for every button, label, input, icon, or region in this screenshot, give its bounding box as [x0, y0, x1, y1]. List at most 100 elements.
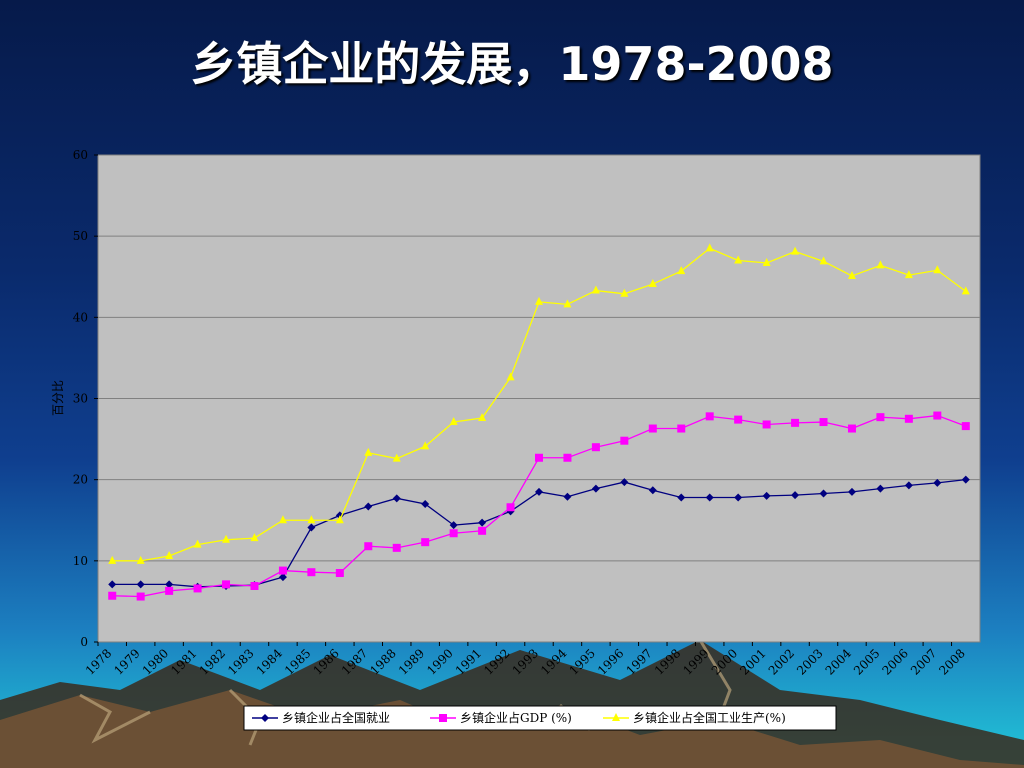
series-2	[108, 411, 970, 601]
data-point	[591, 484, 600, 493]
data-point	[705, 493, 714, 502]
data-point	[677, 424, 686, 433]
x-tick-label: 1989	[396, 646, 427, 677]
y-tick-label: 60	[73, 148, 88, 162]
data-point	[819, 489, 828, 498]
data-point	[620, 288, 629, 297]
y-axis-ticks: 0 10 20 30 40 50 60	[73, 148, 98, 649]
data-point	[734, 493, 743, 502]
data-point	[449, 417, 458, 426]
data-point	[421, 500, 430, 509]
data-point	[819, 256, 828, 265]
data-point	[364, 447, 373, 456]
data-point	[563, 492, 572, 501]
data-point	[847, 487, 856, 496]
data-point	[193, 539, 202, 548]
y-tick-label: 30	[73, 392, 88, 406]
y-tick-label: 0	[80, 635, 88, 649]
data-point	[421, 538, 430, 547]
data-point	[307, 523, 316, 532]
data-point	[392, 543, 401, 552]
data-point	[876, 413, 885, 422]
data-point	[791, 491, 800, 500]
data-point	[876, 260, 885, 269]
legend-marker	[439, 714, 447, 722]
data-point	[136, 555, 145, 564]
legend-item: 乡镇企业占GDP (%)	[430, 710, 572, 725]
data-point	[136, 580, 145, 589]
data-point	[165, 586, 174, 595]
data-point	[734, 415, 743, 424]
series-layer	[108, 243, 970, 601]
x-tick-label: 2005	[851, 646, 882, 677]
data-point	[278, 573, 287, 582]
x-tick-label: 2002	[766, 646, 797, 677]
x-tick-label: 1996	[595, 646, 626, 677]
data-point	[535, 296, 543, 305]
data-point	[506, 503, 515, 512]
data-point	[933, 411, 942, 420]
data-point	[620, 436, 629, 445]
y-axis-title: 百分比	[51, 380, 65, 416]
data-point	[335, 515, 344, 524]
slide-title: 乡镇企业的发展，1978-2008	[190, 37, 834, 91]
data-point	[677, 266, 686, 275]
data-point	[904, 414, 913, 423]
data-point	[563, 453, 572, 462]
legend-marker	[261, 714, 269, 722]
data-point	[478, 412, 487, 421]
legend: 乡镇企业占全国就业 乡镇企业占GDP (%) 乡镇企业占全国工业生产(%)	[243, 705, 837, 731]
data-point	[904, 481, 913, 490]
data-point	[791, 246, 800, 255]
data-point	[677, 493, 686, 502]
data-point	[535, 487, 543, 496]
data-point	[762, 420, 771, 429]
legend-item: 乡镇企业占全国工业生产(%)	[603, 710, 786, 725]
y-tick-label: 50	[73, 229, 88, 243]
data-point	[876, 484, 885, 493]
legend-label: 乡镇企业占全国工业生产(%)	[633, 710, 786, 725]
data-point	[108, 580, 117, 589]
data-point	[136, 592, 145, 601]
data-point	[193, 584, 202, 593]
data-point	[335, 569, 344, 578]
x-tick-label: 1983	[225, 646, 256, 677]
x-tick-label: 1979	[111, 646, 142, 677]
x-tick-label: 1978	[83, 646, 114, 677]
data-point	[222, 534, 231, 543]
data-point	[762, 257, 771, 266]
data-point	[791, 418, 800, 427]
data-point	[648, 486, 657, 495]
legend-item: 乡镇企业占全国就业	[252, 710, 390, 725]
data-point	[819, 418, 828, 427]
data-point	[847, 270, 856, 279]
legend-marker	[612, 713, 620, 721]
data-point	[620, 478, 629, 487]
x-tick-label: 2008	[936, 646, 967, 677]
data-point	[933, 265, 942, 274]
data-point	[278, 515, 287, 524]
data-point	[364, 502, 373, 511]
data-point	[705, 243, 714, 252]
data-point	[307, 515, 316, 524]
data-point	[421, 441, 430, 450]
data-point	[250, 581, 259, 590]
data-point	[734, 255, 743, 264]
grid-lines	[98, 235, 980, 562]
data-point	[307, 568, 316, 577]
data-point	[563, 299, 572, 308]
data-point	[961, 475, 970, 484]
data-point	[762, 491, 771, 500]
x-tick-label: 2001	[737, 646, 768, 677]
data-point	[108, 591, 117, 600]
data-point	[392, 453, 401, 462]
x-tick-label: 2006	[879, 646, 910, 677]
y-tick-label: 20	[73, 473, 88, 487]
y-tick-label: 10	[73, 554, 88, 568]
legend-label: 乡镇企业占GDP (%)	[460, 710, 572, 725]
data-point	[506, 372, 515, 381]
data-point	[392, 494, 401, 503]
data-point	[108, 555, 117, 564]
y-tick-label: 40	[73, 310, 88, 324]
